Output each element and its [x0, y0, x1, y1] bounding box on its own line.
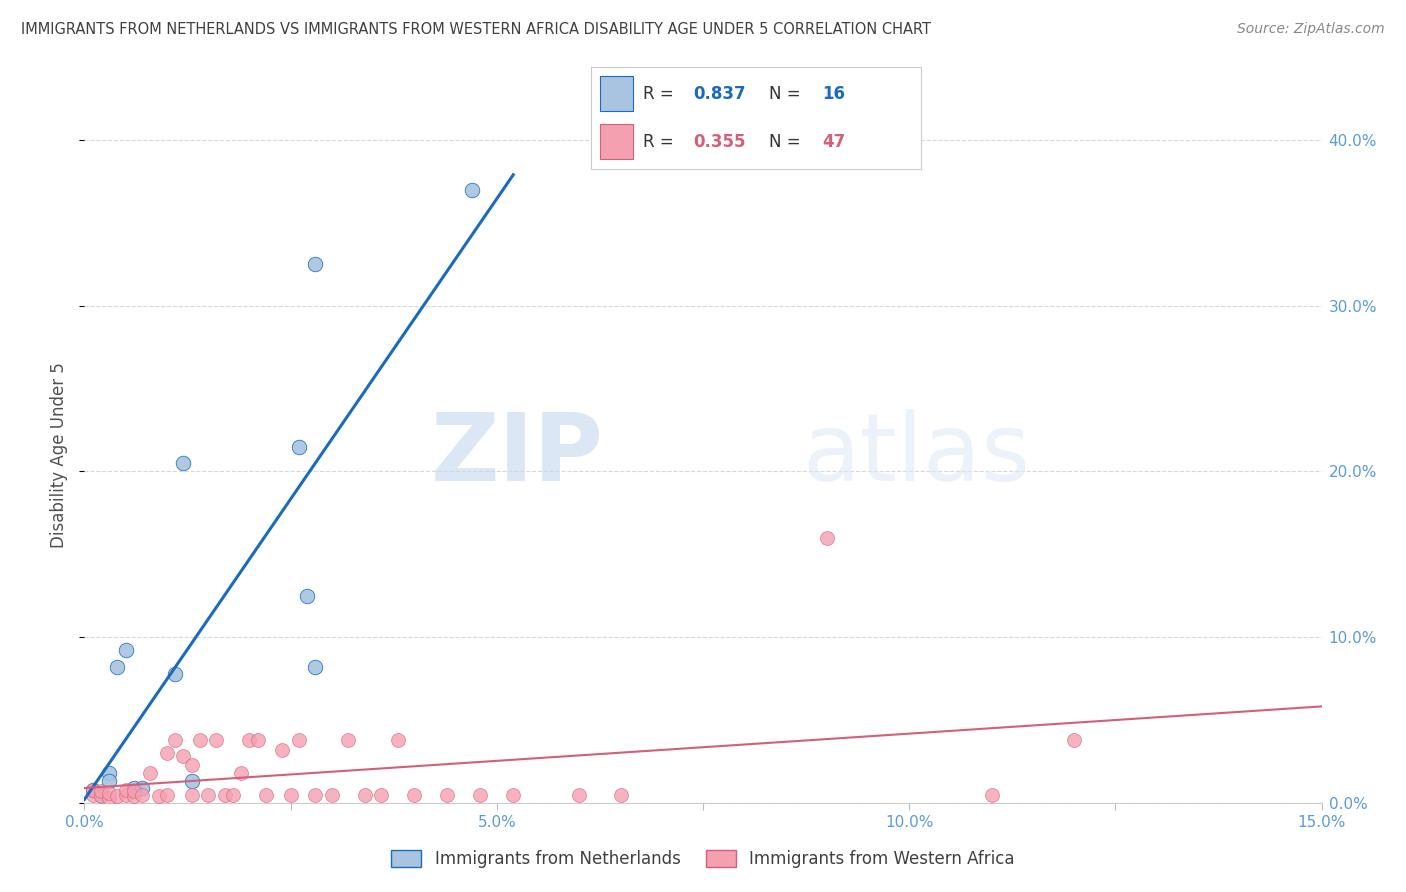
Point	[172, 749, 194, 764]
Point	[139, 766, 162, 780]
Point	[180, 774, 202, 789]
Point	[337, 732, 360, 747]
Point	[288, 440, 311, 454]
Point	[98, 786, 121, 800]
Point	[815, 531, 838, 545]
Text: atlas: atlas	[801, 409, 1031, 501]
Point	[304, 788, 326, 802]
Point	[205, 732, 228, 747]
Point	[609, 788, 631, 802]
Point	[321, 788, 343, 802]
Point	[461, 183, 484, 197]
Point	[229, 766, 252, 780]
Y-axis label: Disability Age Under 5: Disability Age Under 5	[51, 362, 69, 548]
Point	[502, 788, 524, 802]
Point	[105, 789, 128, 804]
Point	[304, 257, 326, 271]
Point	[238, 732, 260, 747]
Point	[172, 456, 194, 470]
Point	[304, 660, 326, 674]
Text: N =: N =	[769, 133, 806, 151]
Text: 16: 16	[821, 85, 845, 103]
Point	[82, 782, 104, 797]
Text: 0.355: 0.355	[693, 133, 745, 151]
Point	[470, 788, 492, 802]
Text: R =: R =	[644, 85, 679, 103]
Point	[90, 789, 112, 804]
Text: Source: ZipAtlas.com: Source: ZipAtlas.com	[1237, 22, 1385, 37]
Point	[122, 789, 145, 804]
Point	[98, 790, 121, 805]
Point	[180, 757, 202, 772]
Point	[156, 746, 179, 760]
Point	[1063, 732, 1085, 747]
Point	[165, 732, 187, 747]
Point	[114, 782, 136, 797]
Point	[90, 784, 112, 798]
Point	[387, 732, 409, 747]
Point	[214, 788, 236, 802]
Bar	[600, 124, 634, 159]
Point	[156, 788, 179, 802]
Text: N =: N =	[769, 85, 806, 103]
Text: IMMIGRANTS FROM NETHERLANDS VS IMMIGRANTS FROM WESTERN AFRICA DISABILITY AGE UND: IMMIGRANTS FROM NETHERLANDS VS IMMIGRANT…	[21, 22, 931, 37]
Point	[122, 780, 145, 795]
Point	[114, 788, 136, 802]
Point	[114, 643, 136, 657]
Legend: Immigrants from Netherlands, Immigrants from Western Africa: Immigrants from Netherlands, Immigrants …	[385, 843, 1021, 874]
Point	[280, 788, 302, 802]
Point	[295, 589, 318, 603]
Point	[370, 788, 392, 802]
Point	[90, 788, 112, 802]
Point	[188, 732, 211, 747]
Point	[254, 788, 277, 802]
Point	[105, 660, 128, 674]
Point	[165, 666, 187, 681]
Point	[980, 788, 1002, 802]
Point	[82, 782, 104, 797]
Point	[222, 788, 245, 802]
Point	[148, 789, 170, 804]
Point	[288, 732, 311, 747]
Point	[246, 732, 269, 747]
Point	[180, 788, 202, 802]
Text: 0.837: 0.837	[693, 85, 745, 103]
Point	[82, 788, 104, 802]
Point	[122, 784, 145, 798]
Point	[197, 788, 219, 802]
Point	[568, 788, 591, 802]
Point	[353, 788, 375, 802]
Point	[98, 766, 121, 780]
Point	[436, 788, 458, 802]
Point	[404, 788, 426, 802]
Point	[131, 780, 153, 795]
Text: ZIP: ZIP	[432, 409, 605, 501]
Text: 47: 47	[821, 133, 845, 151]
Point	[98, 774, 121, 789]
Text: R =: R =	[644, 133, 679, 151]
Point	[131, 788, 153, 802]
Point	[271, 743, 294, 757]
Bar	[600, 76, 634, 111]
